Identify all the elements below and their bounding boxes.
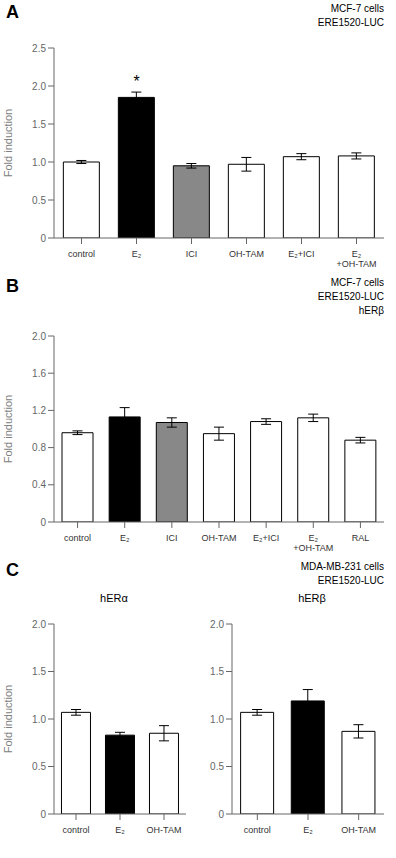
html-text:hERα: hERα (100, 592, 128, 604)
svg-text:2.5: 2.5 (32, 43, 46, 54)
svg-text:E₂+ICI: E₂+ICI (288, 249, 314, 259)
svg-text:control: control (68, 249, 95, 259)
svg-text:1.0: 1.0 (210, 714, 224, 725)
svg-text:*: * (133, 73, 139, 90)
html-text:B: B (6, 276, 19, 296)
svg-text:0: 0 (218, 809, 224, 820)
svg-text:2.0: 2.0 (32, 331, 46, 342)
svg-text:E₂+OH-TAM: E₂+OH-TAM (293, 533, 333, 553)
svg-text:0.5: 0.5 (32, 761, 46, 772)
svg-text:1.2: 1.2 (32, 405, 46, 416)
svg-text:RAL: RAL (352, 533, 370, 543)
svg-text:1.0: 1.0 (32, 714, 46, 725)
html-text:C: C (6, 560, 19, 580)
svg-text:E₂+OH-TAM: E₂+OH-TAM (336, 249, 376, 269)
svg-text:control: control (64, 533, 91, 543)
svg-text:E₂: E₂ (303, 825, 313, 835)
svg-text:0.4: 0.4 (32, 479, 46, 490)
svg-text:control: control (244, 825, 271, 835)
svg-text:ICI: ICI (186, 249, 198, 259)
svg-text:0.5: 0.5 (210, 761, 224, 772)
svg-text:1.6: 1.6 (32, 368, 46, 379)
svg-text:Fold induction: Fold induction (8, 685, 14, 754)
svg-text:E₂: E₂ (115, 825, 125, 835)
html-text:A: A (6, 2, 19, 22)
svg-text:2.0: 2.0 (32, 619, 46, 630)
svg-text:0.5: 0.5 (32, 195, 46, 206)
svg-text:OH-TAM: OH-TAM (202, 533, 237, 543)
svg-text:0.8: 0.8 (32, 442, 46, 453)
html-text:MCF-7 cells ERE1520-LUC hERβ: MCF-7 cells ERE1520-LUC hERβ (317, 277, 384, 316)
svg-text:1.5: 1.5 (210, 666, 224, 677)
html-text:MDA-MB-231 cells ERE1520-LUC: MDA-MB-231 cells ERE1520-LUC (300, 561, 384, 586)
svg-text:1.5: 1.5 (32, 666, 46, 677)
svg-text:E₂: E₂ (120, 533, 130, 543)
svg-text:OH-TAM: OH-TAM (147, 825, 182, 835)
svg-text:0: 0 (40, 809, 46, 820)
html-text:hERβ: hERβ (298, 592, 326, 604)
svg-text:0: 0 (40, 517, 46, 528)
svg-text:E₂: E₂ (132, 249, 142, 259)
svg-text:OH-TAM: OH-TAM (229, 249, 264, 259)
svg-text:control: control (62, 825, 89, 835)
html-text:MCF-7 cells ERE1520-LUC: MCF-7 cells ERE1520-LUC (317, 3, 384, 28)
svg-text:Fold induction: Fold induction (8, 109, 14, 178)
svg-text:E₂+ICI: E₂+ICI (253, 533, 279, 543)
svg-text:2.0: 2.0 (32, 81, 46, 92)
svg-text:0: 0 (40, 233, 46, 244)
svg-text:ICI: ICI (166, 533, 178, 543)
svg-text:OH-TAM: OH-TAM (341, 825, 376, 835)
svg-text:Fold induction: Fold induction (8, 395, 14, 464)
svg-text:2.0: 2.0 (210, 619, 224, 630)
svg-text:1.0: 1.0 (32, 157, 46, 168)
svg-text:1.5: 1.5 (32, 119, 46, 130)
